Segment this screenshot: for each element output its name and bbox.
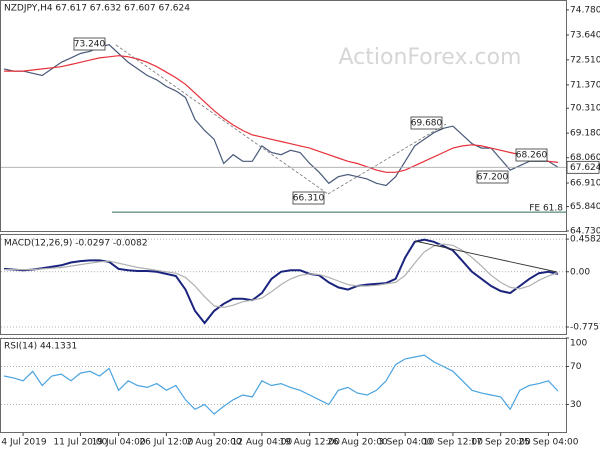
series-line: [3, 354, 559, 415]
annotation-box: [292, 191, 325, 205]
series-line: [4, 243, 559, 309]
y-tick-label: 69.180: [570, 129, 600, 139]
y-tick-label: 72.510: [570, 55, 600, 65]
chart-title: NZDJPY,H4 67.617 67.632 67.607 67.624: [4, 4, 190, 14]
y-tick-label: 71.370: [570, 80, 600, 90]
y-tick-label: 65.840: [570, 202, 600, 212]
annotation: 66.310: [293, 194, 325, 204]
y-tick-label: 66.910: [570, 179, 600, 189]
x-tick-label: 10 Sep 12:00: [423, 438, 483, 448]
annotation: 69.680: [411, 119, 443, 129]
y-tick-label: 73.640: [570, 30, 600, 40]
y-tick-label: 30: [570, 400, 582, 410]
x-tick-label: 19 Jul 04:00: [92, 438, 146, 448]
x-tick-label: 26 Jul 12:00: [139, 438, 193, 448]
x-tick-label: 4 Jul 2019: [1, 438, 46, 448]
y-tick-label: 70: [570, 362, 582, 372]
x-tick-label: 2 Aug 20:00: [187, 438, 242, 448]
y-tick-label: 0.00: [570, 267, 590, 277]
annotation: 68.260: [516, 151, 548, 161]
x-tick-label: 3 Sep 04:00: [378, 438, 433, 448]
x-tick-label: 11 Jul 20:00: [53, 438, 107, 448]
annotation-box: [476, 170, 509, 184]
plot-layer: 74.780 73.640 72.510 71.370 70.310 69.180 68.0…: [1, 5, 600, 448]
macd-frame: [0, 234, 567, 335]
y-tick-label: 70.310: [570, 104, 600, 114]
rsi-title: RSI(14) 44.1331: [4, 342, 77, 352]
series-line: [3, 238, 559, 325]
annotation: 73.240: [74, 40, 106, 50]
annotation-box: [515, 148, 548, 162]
y-tick-label: -0.7757: [570, 323, 600, 333]
x-tick-label: 26 Aug 20:00: [327, 438, 388, 448]
rsi-frame: [0, 338, 567, 433]
price-frame: [0, 0, 567, 232]
watermark: ActionForex.com: [339, 45, 522, 70]
x-tick-label: 12 Aug 04:00: [232, 438, 293, 448]
y-tick-label: 74.780: [570, 5, 600, 15]
y-tick-label: 0.4582: [570, 235, 600, 245]
y-tick-label: 100: [570, 339, 587, 349]
x-tick-label: 17 Sep 20:00: [471, 438, 531, 448]
macd-trendline: [414, 240, 558, 273]
y-tick-label: 68.060: [570, 153, 600, 163]
current-price-label: 67.624: [570, 163, 600, 173]
fe-label: FE 61.8: [529, 204, 563, 214]
annotation-box: [73, 37, 106, 51]
swing-line: [327, 123, 447, 195]
current-price-box: [566, 160, 600, 174]
swing-line: [115, 44, 329, 195]
y-tick-label: 64.730: [570, 227, 600, 237]
annotation-box: [410, 116, 443, 130]
annotation: 67.200: [477, 173, 509, 183]
x-tick-label: 19 Aug 12:00: [279, 438, 340, 448]
x-tick-label: 25 Sep 04:00: [518, 438, 578, 448]
series-line: [4, 55, 559, 173]
macd-title: MACD(12,26,9) -0.0297 -0.0082: [4, 239, 148, 249]
